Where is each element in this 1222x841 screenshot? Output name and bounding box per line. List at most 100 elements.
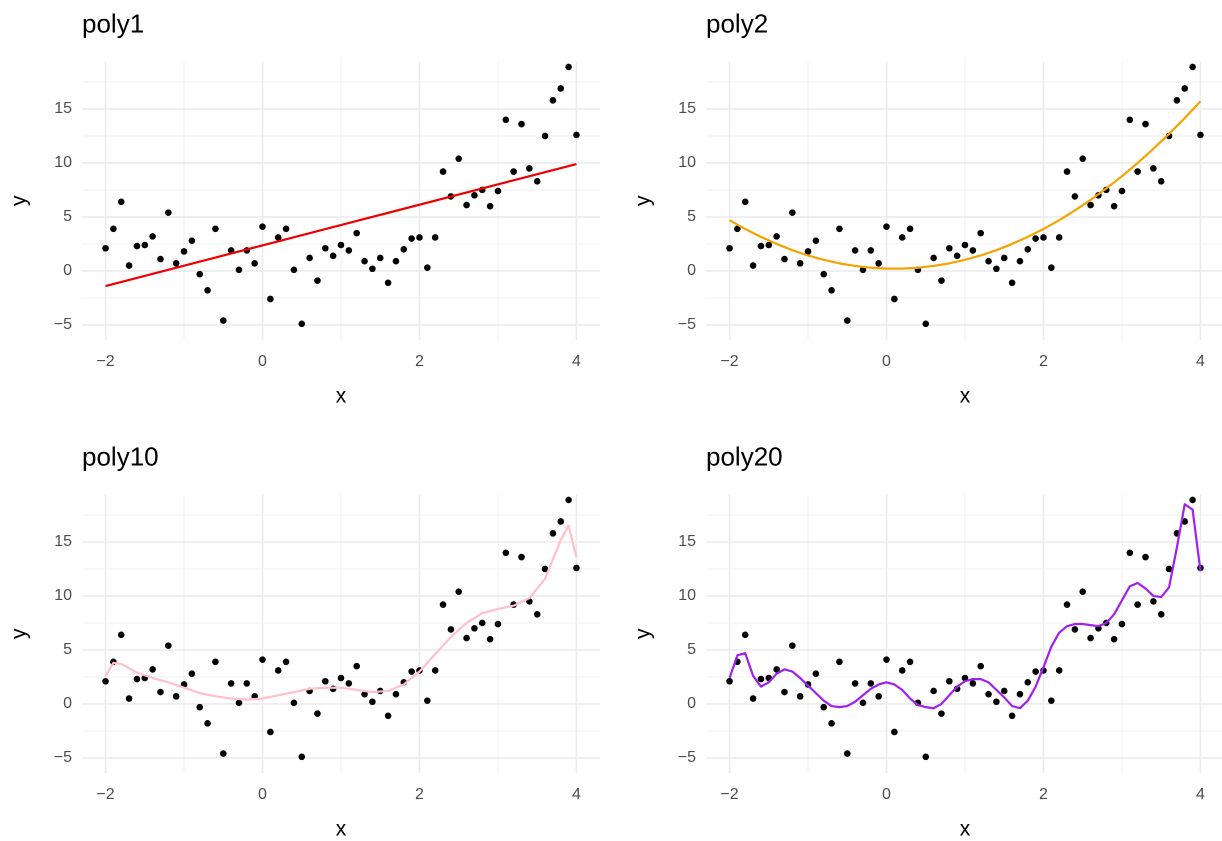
data-point xyxy=(946,677,953,685)
data-point xyxy=(431,234,439,241)
data-point xyxy=(361,257,368,265)
data-point xyxy=(789,642,796,649)
x-axis-label: x xyxy=(336,818,347,841)
data-point xyxy=(157,688,164,696)
data-point xyxy=(1063,601,1071,608)
fit-line xyxy=(105,162,577,288)
data-point xyxy=(922,753,930,761)
data-point xyxy=(993,265,1000,273)
data-point xyxy=(251,260,258,267)
data-point xyxy=(843,317,851,324)
data-point xyxy=(188,237,196,244)
data-point xyxy=(946,244,953,252)
y-tick-label: 15 xyxy=(678,100,696,117)
data-point xyxy=(796,260,804,267)
data-point xyxy=(977,229,984,237)
data-point xyxy=(789,209,796,216)
data-point xyxy=(875,260,882,267)
fit-line xyxy=(104,524,578,701)
y-tick-label: 5 xyxy=(63,641,72,658)
data-point xyxy=(188,670,196,677)
data-point xyxy=(906,658,914,666)
data-point xyxy=(757,242,765,250)
data-point xyxy=(726,244,733,252)
x-tick-label: −2 xyxy=(720,786,738,803)
panel-title: poly2 xyxy=(706,8,768,38)
data-point xyxy=(212,658,219,666)
data-point xyxy=(1181,518,1189,525)
data-point xyxy=(172,693,180,700)
data-point xyxy=(541,132,549,140)
data-point xyxy=(1157,611,1165,618)
data-point xyxy=(1118,187,1126,195)
data-point xyxy=(526,165,533,172)
data-point xyxy=(1079,155,1087,162)
data-point xyxy=(227,680,235,687)
data-point xyxy=(133,675,141,683)
data-point xyxy=(1189,496,1196,504)
data-point xyxy=(408,668,415,675)
data-point xyxy=(322,244,329,252)
data-point xyxy=(274,667,282,674)
data-point xyxy=(133,242,141,250)
data-point xyxy=(337,674,345,682)
data-point xyxy=(985,690,992,698)
data-point xyxy=(306,254,313,262)
data-point xyxy=(1032,668,1039,675)
data-point xyxy=(502,116,510,124)
data-point xyxy=(274,234,282,241)
data-point xyxy=(180,248,188,255)
data-point xyxy=(557,518,565,525)
data-point xyxy=(741,198,749,206)
data-point xyxy=(243,680,251,687)
data-point xyxy=(549,530,557,537)
data-point xyxy=(1055,234,1063,241)
data-point xyxy=(828,720,835,727)
y-tick-label: 0 xyxy=(687,262,696,279)
data-point xyxy=(573,564,580,572)
data-point xyxy=(969,680,977,687)
data-point xyxy=(486,202,494,210)
data-point xyxy=(345,680,353,687)
data-point xyxy=(290,699,298,707)
data-point xyxy=(930,687,937,695)
data-point xyxy=(361,690,368,698)
y-axis-label: y xyxy=(8,628,31,639)
data-point xyxy=(1134,168,1141,175)
data-point xyxy=(502,549,510,557)
data-point xyxy=(1173,97,1181,104)
x-tick-label: 0 xyxy=(258,353,267,370)
data-point xyxy=(267,295,274,303)
data-point xyxy=(149,233,156,240)
data-point xyxy=(1110,202,1118,210)
data-point xyxy=(1048,697,1055,704)
data-point xyxy=(219,750,227,757)
data-point xyxy=(557,85,565,92)
data-point xyxy=(165,209,172,216)
data-point xyxy=(930,254,937,262)
data-point xyxy=(1165,565,1173,573)
x-tick-label: 4 xyxy=(572,786,581,803)
data-point xyxy=(734,225,741,233)
panel-title: poly20 xyxy=(706,441,783,471)
data-point xyxy=(455,588,463,595)
y-tick-label: 0 xyxy=(63,695,72,712)
data-point xyxy=(1189,63,1196,71)
data-point xyxy=(1079,588,1087,595)
y-axis-label: y xyxy=(8,195,31,206)
data-point xyxy=(757,675,765,683)
data-point xyxy=(337,241,345,249)
data-point xyxy=(486,635,494,643)
data-point xyxy=(938,710,945,717)
data-point xyxy=(1181,85,1189,92)
data-point xyxy=(836,225,843,233)
data-point xyxy=(165,642,172,649)
data-point xyxy=(812,237,820,244)
data-point xyxy=(867,680,875,687)
data-point xyxy=(102,677,109,685)
data-point xyxy=(1126,549,1134,557)
x-tick-label: 4 xyxy=(572,353,581,370)
fit-line xyxy=(729,100,1202,270)
data-point xyxy=(773,233,780,240)
panel: poly2 −2 0 2 4 −5 0 5 10 15 x y xyxy=(632,8,1222,408)
